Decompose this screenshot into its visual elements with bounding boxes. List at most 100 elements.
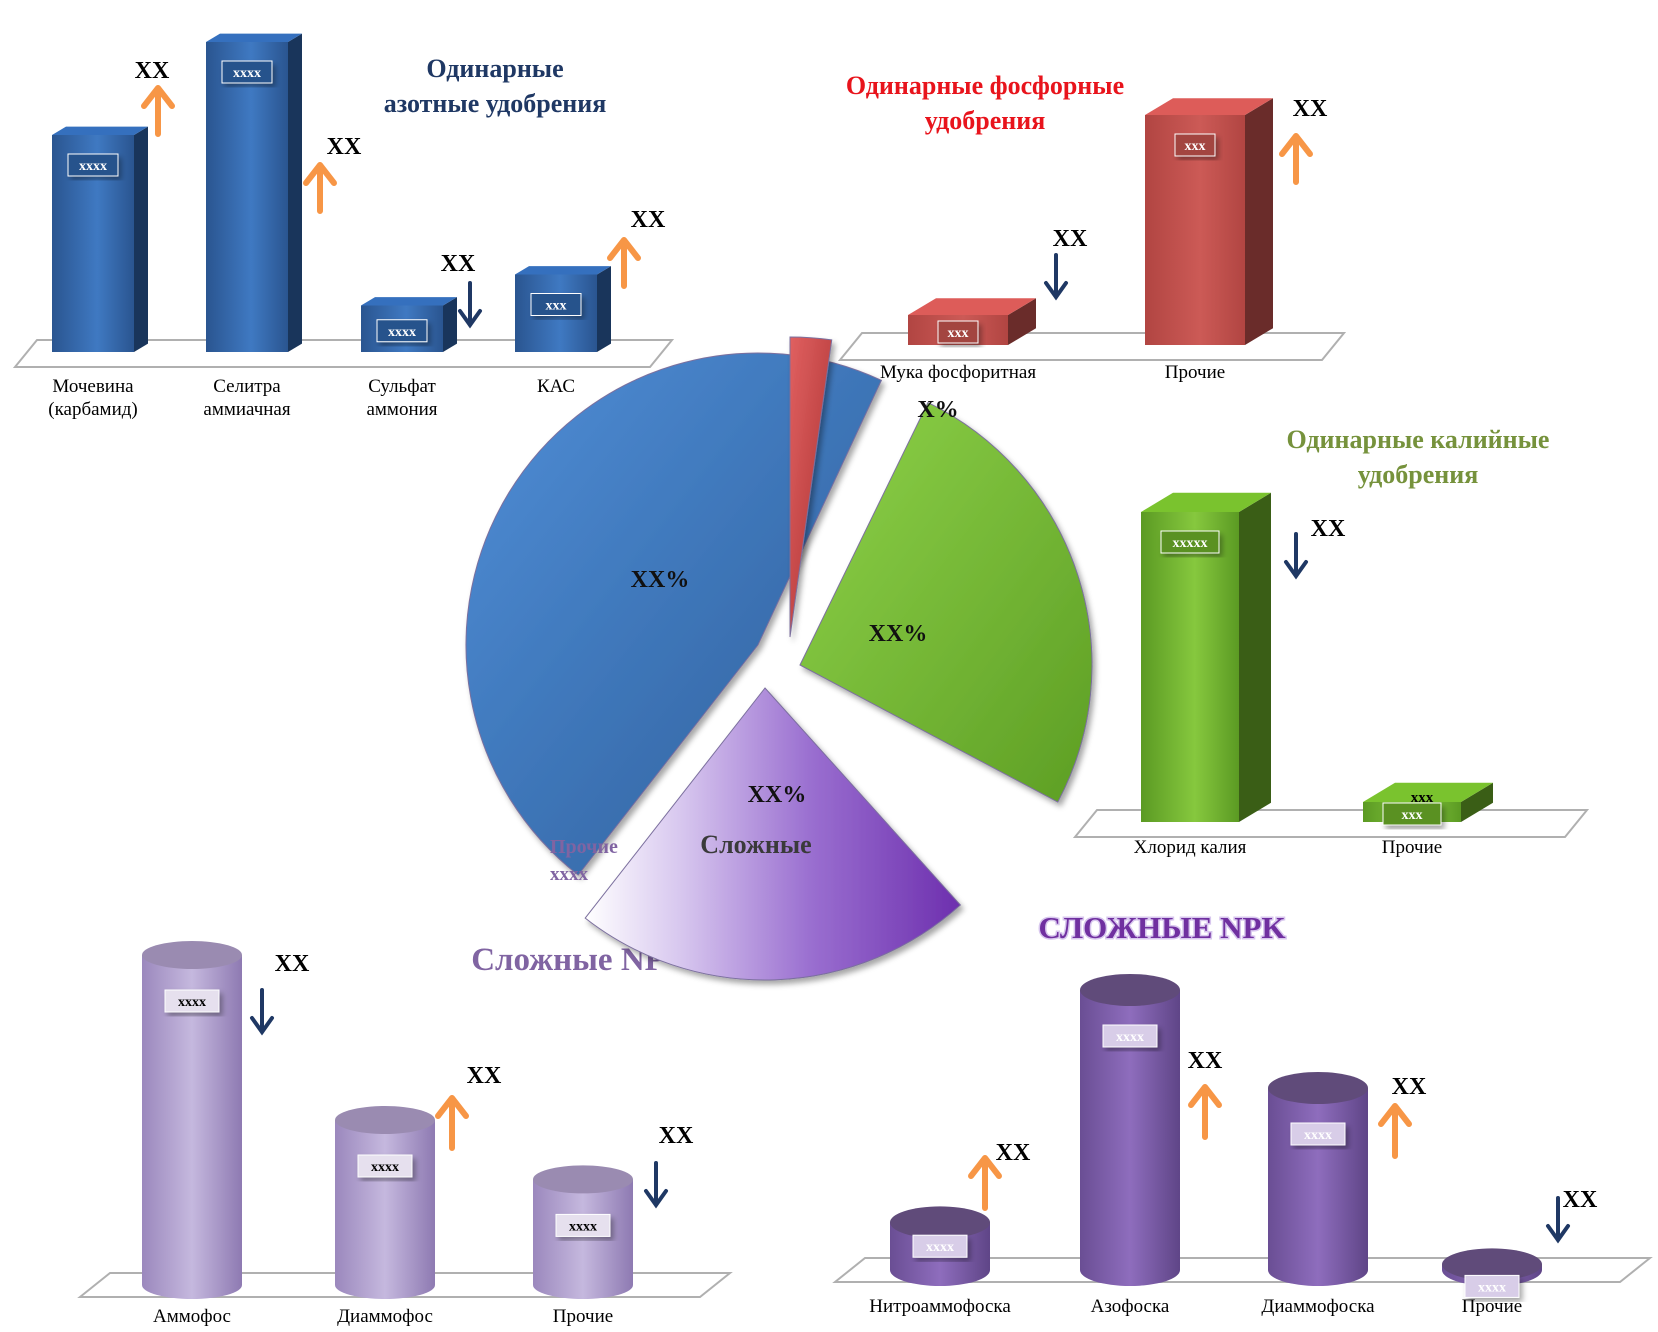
- down-arrow: [252, 990, 272, 1032]
- change-label: XX: [441, 251, 476, 277]
- bar-front: [206, 42, 288, 352]
- bar-value-label: xxx: [1402, 808, 1423, 823]
- bar-body: [533, 1179, 633, 1299]
- up-arrow-icon: [306, 165, 334, 211]
- change-label: XX: [1563, 1187, 1598, 1213]
- down-arrow: [1286, 534, 1306, 576]
- down-arrow-icon: [1046, 255, 1066, 297]
- category-label: Прочие: [553, 1306, 613, 1327]
- down-arrow: [1046, 255, 1066, 297]
- category-label: Диаммофос: [337, 1306, 433, 1327]
- category-label: аммония: [366, 399, 437, 420]
- bar: [335, 1106, 435, 1299]
- change-label: XX: [135, 58, 170, 84]
- bar-value-label: xxx: [1411, 790, 1434, 806]
- up-arrow: [306, 165, 334, 211]
- category-label: Аммофос: [153, 1306, 231, 1327]
- category-label: Прочие: [1165, 362, 1225, 383]
- bar-top: [206, 34, 302, 42]
- bar-value-label: xxxx: [79, 159, 107, 174]
- pie-chart: XX% X% XX% XX% Сложные Прочие xxxx: [466, 337, 1092, 980]
- down-arrow: [646, 1163, 666, 1205]
- category-label: Селитра: [213, 376, 281, 397]
- up-arrow: [1381, 1106, 1409, 1156]
- pie-other-label: Прочие: [550, 836, 618, 858]
- change-label: XX: [659, 1123, 694, 1149]
- bar-value-label: xxxx: [1478, 1280, 1506, 1295]
- change-label: XX: [327, 134, 362, 160]
- bar-top: [1268, 1072, 1368, 1104]
- up-arrow: [1282, 136, 1310, 182]
- chart-title: СЛОЖНЫЕ NPK: [1038, 910, 1285, 945]
- chart-nitrogen: xxxx Мочевина(карбамид) XX xxxx Селитрааммиа…: [15, 34, 672, 420]
- change-label: XX: [631, 207, 666, 233]
- change-label: XX: [996, 1140, 1031, 1166]
- bar-value-label: xxxx: [1304, 1128, 1332, 1143]
- bar-value-label: xxx: [948, 326, 969, 341]
- pie-slice: [800, 403, 1092, 803]
- change-label: XX: [1188, 1048, 1223, 1074]
- chart-title: Одинарные: [426, 54, 563, 83]
- down-arrow-icon: [1286, 534, 1306, 576]
- category-label: (карбамид): [48, 399, 138, 420]
- bar-side: [443, 297, 457, 352]
- bar-side: [134, 127, 148, 352]
- chart-title: удобрения: [925, 106, 1046, 135]
- category-label: Прочие: [1462, 1296, 1522, 1317]
- bar-side: [288, 34, 302, 352]
- pie-percent-label: X%: [917, 397, 958, 423]
- bar-value-label: xxxx: [569, 1219, 597, 1234]
- chart-title: Одинарные калийные: [1287, 425, 1550, 454]
- down-arrow-icon: [460, 283, 480, 325]
- category-label: КАС: [537, 376, 575, 397]
- category-label: Азофоска: [1091, 1296, 1170, 1317]
- bar-value-label: xxxx: [371, 1160, 399, 1175]
- bar-top: [335, 1106, 435, 1134]
- category-label: Сульфат: [368, 376, 436, 397]
- change-label: XX: [1311, 516, 1346, 542]
- down-arrow-icon: [252, 990, 272, 1032]
- chart-potassium: xxxxx Хлорид калия XX xxx Прочие xxx Одинарные…: [1075, 425, 1587, 858]
- bar-side: [597, 266, 611, 352]
- chart-title: удобрения: [1358, 460, 1479, 489]
- up-arrow: [144, 88, 172, 134]
- up-arrow: [1191, 1087, 1219, 1137]
- bar-top: [142, 941, 242, 969]
- bar-value-label: xxxx: [233, 66, 261, 81]
- bar-body: [335, 1120, 435, 1299]
- bar-side: [1239, 493, 1271, 822]
- pie-percent-label: XX%: [631, 567, 690, 593]
- change-label: XX: [1392, 1074, 1427, 1100]
- change-label: XX: [1293, 96, 1328, 122]
- chart-title: Одинарные фосфорные: [846, 71, 1124, 100]
- chart-npk: xxxxНитроаммофоскаXXxxxxАзофоскаXXxxxxДи…: [835, 910, 1650, 1317]
- bar-front: [1141, 512, 1239, 822]
- bar-body: [1268, 1088, 1368, 1286]
- bar-value-label: xxxxx: [1173, 536, 1208, 551]
- bar-value-label: xxx: [1185, 139, 1206, 154]
- bar-top: [533, 1165, 633, 1193]
- bar-top: [515, 266, 611, 274]
- bar-value-label: xxxx: [1116, 1030, 1144, 1045]
- category-label: Мука фосфоритная: [880, 362, 1036, 383]
- up-arrow: [438, 1098, 466, 1148]
- chart-title: азотные удобрения: [384, 89, 607, 118]
- category-label: Хлорид калия: [1134, 837, 1247, 858]
- pie-complex-label: Сложные: [700, 830, 811, 859]
- change-label: XX: [1053, 226, 1088, 252]
- bar-value-label: xxxx: [388, 325, 416, 340]
- up-arrow-icon: [144, 88, 172, 134]
- change-label: XX: [275, 951, 310, 977]
- category-label: Мочевина: [52, 376, 134, 397]
- up-arrow-icon: [610, 240, 638, 286]
- category-label: Нитроаммофоска: [869, 1296, 1011, 1317]
- chart-np: xxxx Аммофос XX xxxx Диаммофос XX xxxx Прочие XX…: [80, 941, 730, 1327]
- bar-top: [890, 1206, 990, 1238]
- up-arrow-icon: [1191, 1087, 1219, 1137]
- pie-percent-label: XX%: [869, 621, 928, 647]
- change-label: XX: [467, 1063, 502, 1089]
- up-arrow-icon: [1381, 1106, 1409, 1156]
- bar-side: [1245, 98, 1273, 345]
- category-label: Прочие: [1382, 837, 1442, 858]
- category-label: аммиачная: [203, 399, 290, 420]
